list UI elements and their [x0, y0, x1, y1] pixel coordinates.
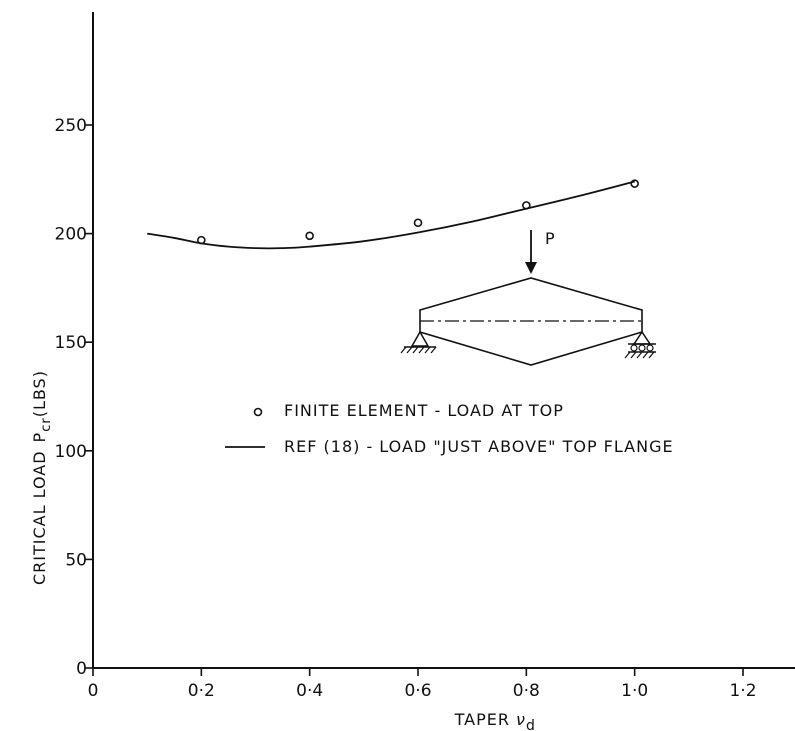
x-axis-title: TAPER: [454, 710, 510, 729]
ground-hatch-right: [624, 351, 655, 359]
data-point-finite-element: [413, 218, 423, 228]
pin-support-left: [410, 330, 430, 347]
data-point-finite-element: [522, 201, 531, 210]
load-arrow-head: [525, 262, 537, 274]
y-tick-label: 200: [55, 225, 87, 245]
series-finite-element-points: [197, 179, 639, 245]
data-point-finite-element: [630, 179, 639, 188]
y-ticks: 0 50 100 150 200 250: [55, 116, 93, 679]
series-ref18-line: [147, 180, 635, 250]
ground-hatch-left: [400, 346, 437, 354]
y-tick-label: 150: [55, 333, 87, 353]
x-tick-label: 0·6: [404, 681, 431, 701]
x-tick-label: 0: [88, 681, 99, 701]
load-label: P: [545, 229, 555, 248]
x-tick-label: 0·8: [513, 681, 540, 701]
data-point-finite-element: [197, 235, 206, 245]
beam-diagram: P: [400, 229, 656, 366]
y-axis-title-group: CRITICAL LOADPcr(LBS): [30, 370, 54, 585]
axes: [92, 12, 795, 669]
roller-1: [630, 344, 638, 352]
legend-marker-finite-element: [253, 407, 263, 417]
x-tick-label: 0·4: [296, 681, 323, 701]
roller-2: [638, 344, 646, 352]
y-axis-title: CRITICAL LOADPcr(LBS): [30, 370, 54, 585]
y-tick-label: 50: [65, 550, 87, 570]
series-ref18-path: [147, 180, 635, 250]
x-tick-label: 0·2: [188, 681, 215, 701]
legend-label-finite-element: FINITE ELEMENT - LOAD AT TOP: [284, 401, 564, 420]
data-point-finite-element: [305, 231, 314, 241]
roller-3: [646, 344, 654, 352]
y-tick-label: 100: [55, 442, 87, 462]
legend-label-ref18: REF (18) - LOAD "JUST ABOVE" TOP FLANGE: [284, 437, 674, 456]
x-tick-label: 1·0: [621, 681, 648, 701]
legend: FINITE ELEMENT - LOAD AT TOP REF (18) - …: [225, 401, 674, 456]
y-tick-label: 250: [55, 116, 87, 136]
x-ticks: 0 0·2 0·4 0·6 0·8 1·0 1·2: [88, 668, 757, 701]
y-tick-label: 0: [76, 659, 87, 679]
x-axis-symbol: νd: [516, 710, 536, 731]
x-tick-label: 1·2: [729, 681, 756, 701]
